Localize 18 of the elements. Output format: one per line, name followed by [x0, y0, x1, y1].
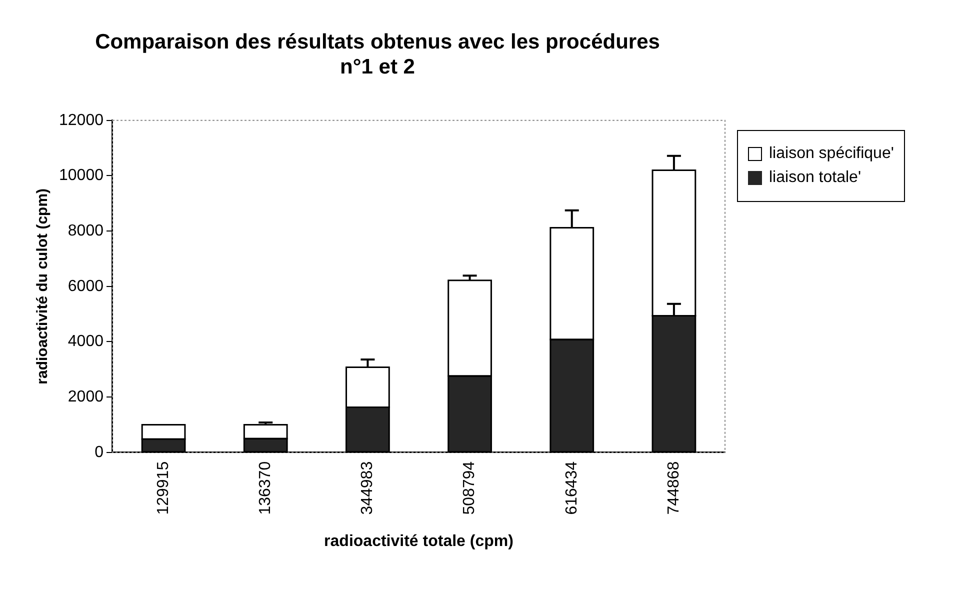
chart-title: Comparaison des résultats obtenus avec les procédures n°1 et 2: [95, 30, 660, 79]
y-tick-label: 10000: [58, 167, 104, 184]
x-tick-label: 344983: [359, 461, 376, 515]
legend-label: liaison totale': [769, 169, 861, 188]
text: liaison spécifique': [769, 145, 894, 164]
y-tick-label: 0: [94, 444, 104, 461]
x-tick-label: 136370: [257, 461, 274, 515]
x-tick-label: 129915: [154, 461, 172, 515]
x-tick-label: 508794: [461, 461, 478, 515]
y-tick-label: 6000: [68, 278, 104, 295]
y-tick-label: 12000: [58, 112, 104, 129]
x-axis-title: radioactivité totale (cpm): [324, 532, 514, 550]
x-tick-label: 744868: [665, 461, 682, 515]
y-axis-title: radioactivité du culot (cpm): [34, 188, 52, 384]
y-tick-label: 2000: [68, 388, 104, 406]
x-tick-label: 616434: [563, 461, 580, 515]
y-tick-label: 8000: [68, 222, 104, 240]
y-tick-label: 4000: [68, 333, 104, 350]
